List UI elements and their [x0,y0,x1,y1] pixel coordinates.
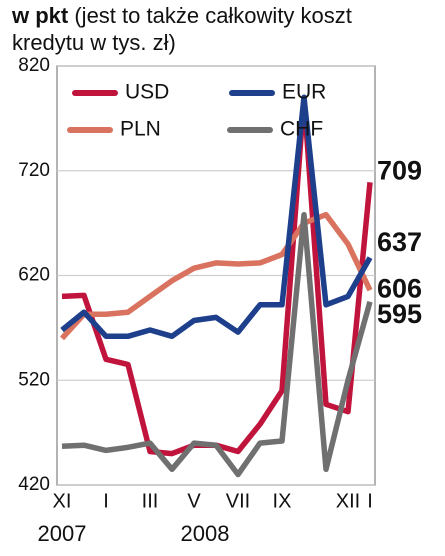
y-tick-label: 720 [18,160,50,181]
end-value-label: 637 [377,227,422,257]
y-tick-label: 520 [18,369,50,390]
legend-label: EUR [282,81,326,104]
x-tick-label: V [187,490,201,512]
x-tick-label: III [142,490,159,512]
end-value-label: 709 [377,155,422,185]
legend-label: PLN [120,118,161,141]
series-line [60,94,373,340]
x-tick-label: I [367,490,373,512]
legend-label: USD [125,81,169,104]
x-tick-label: IX [273,490,292,512]
end-value-label: 595 [377,299,422,329]
x-tick-label: I [103,490,109,512]
x-tick-label: XI [53,490,72,512]
legend-label: CHF [280,118,323,141]
title-bold: w pkt [12,3,69,28]
end-value-label: 606 [377,273,422,303]
series-line [61,211,373,478]
x-tick-label: VII [226,490,250,512]
y-tick-label: 620 [18,265,50,286]
chart-title: w pkt (jest to także całkowity koszt kre… [12,2,384,56]
year-label: 2008 [181,521,230,546]
year-label: 2007 [38,521,87,546]
title-text: (jest to także całkowity koszt kredytu w… [12,3,352,55]
y-tick-label: 420 [18,474,50,495]
y-tick-label: 820 [18,55,50,76]
x-tick-label: XII [336,490,360,512]
lines [59,94,373,478]
